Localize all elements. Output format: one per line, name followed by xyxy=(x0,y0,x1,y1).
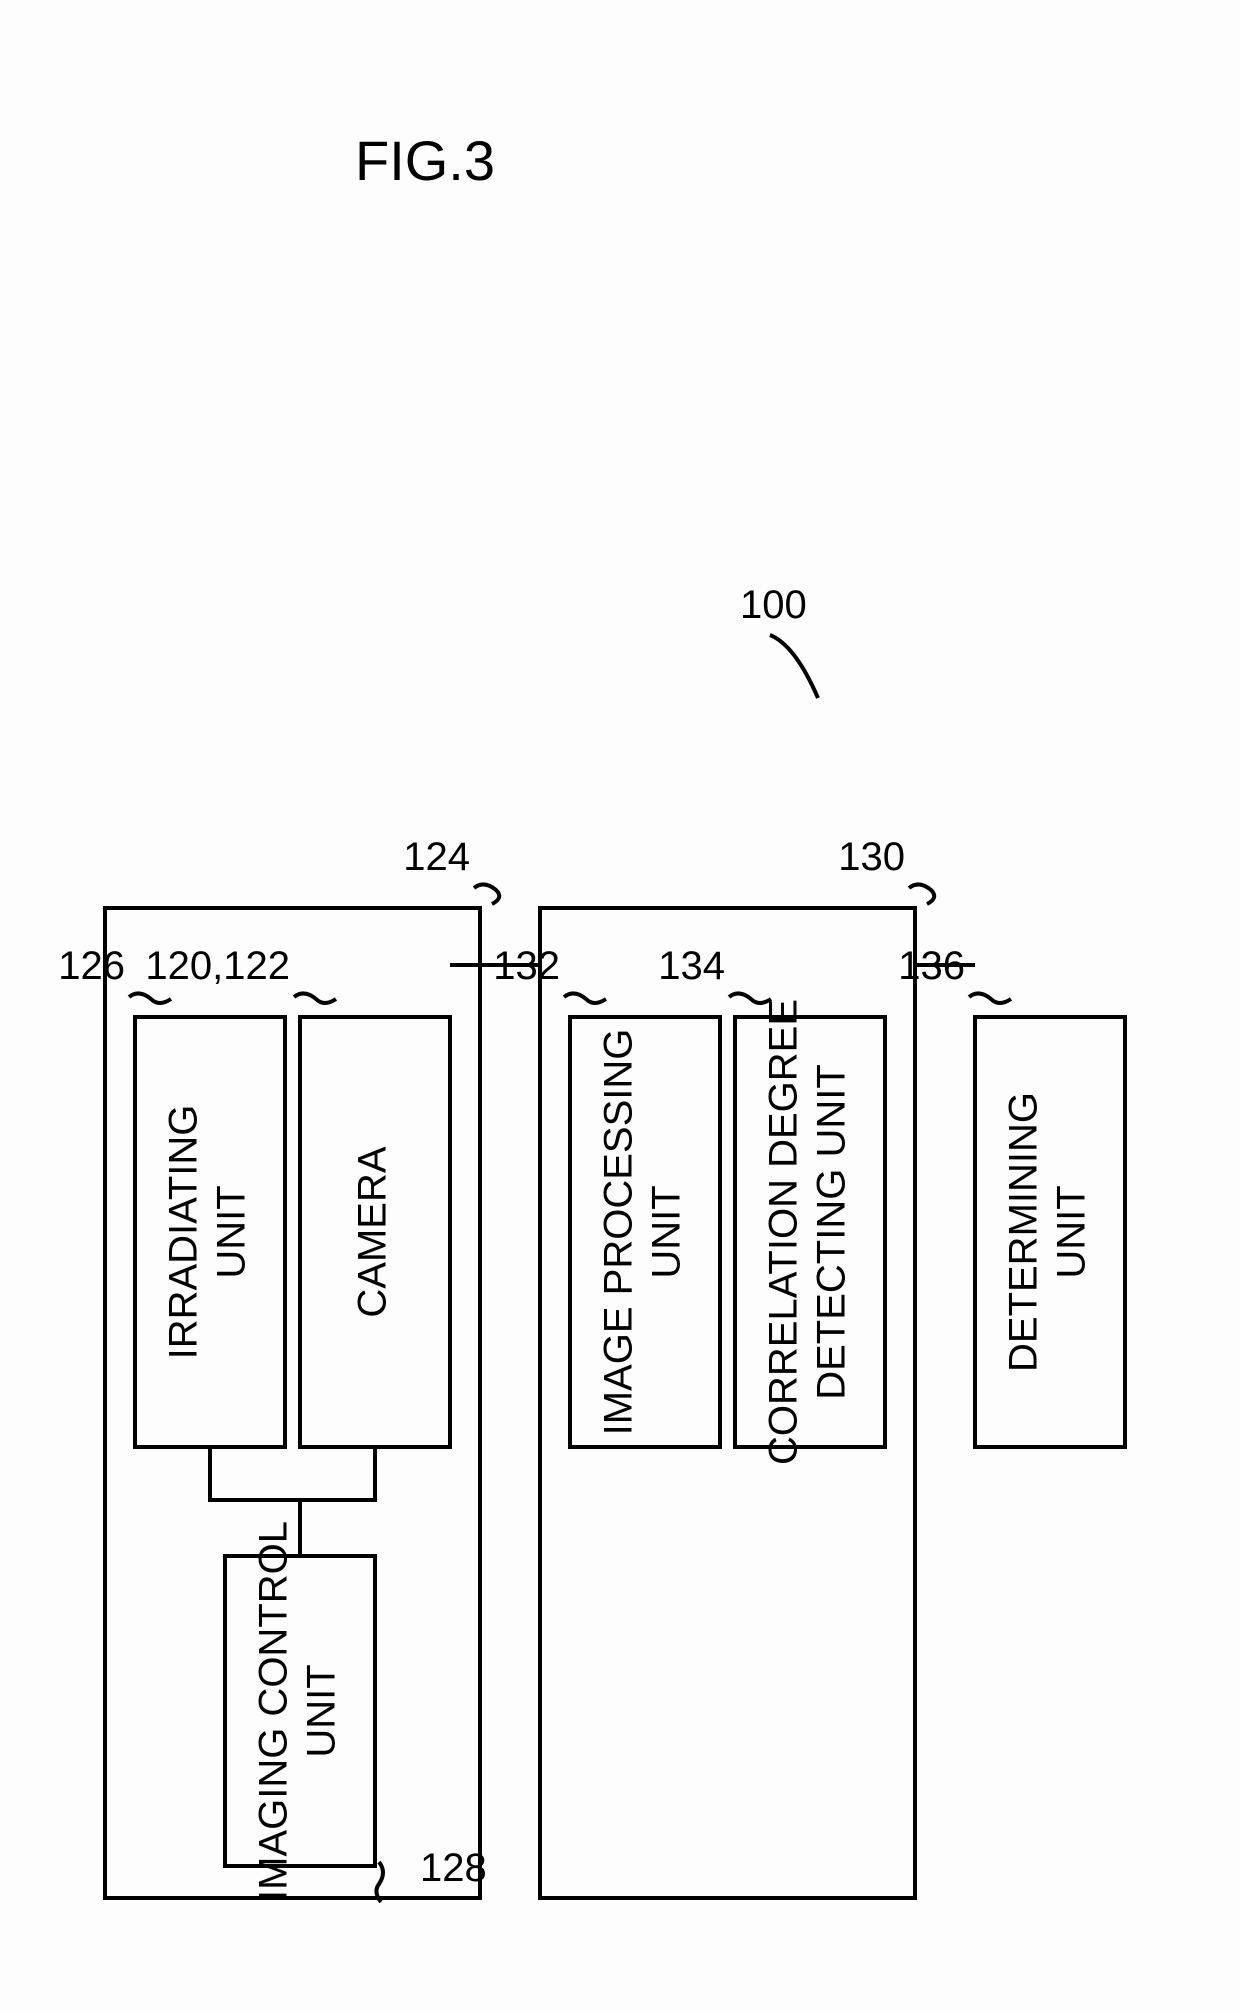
ref-label-136: 136 xyxy=(898,944,965,988)
block-text-n132-0: IMAGE PROCESSING xyxy=(597,1029,641,1436)
block-text-n134-0: CORRELATION DEGREE xyxy=(762,999,806,1465)
connector xyxy=(300,1447,375,1500)
ref-label-132: 132 xyxy=(493,944,560,988)
ref-lead-120,122 xyxy=(294,993,336,1003)
block-text-n136-1: UNIT xyxy=(1050,1185,1094,1278)
ref-lead-136 xyxy=(969,993,1011,1003)
ref-label-124: 124 xyxy=(403,835,470,879)
ref-label-134: 134 xyxy=(658,944,725,988)
system-ref-pointer xyxy=(770,635,818,698)
ref-lead-126 xyxy=(129,993,171,1003)
block-text-n120-0: CAMERA xyxy=(351,1146,395,1317)
ref-lead-130 xyxy=(909,884,934,904)
block-text-n126-0: IRRADIATING xyxy=(162,1105,206,1360)
ref-label-120,122: 120,122 xyxy=(145,944,290,988)
block-text-n134-1: DETECTING UNIT xyxy=(810,1064,854,1400)
block-text-n126-1: UNIT xyxy=(210,1185,254,1278)
figure-title: FIG.3 xyxy=(355,129,495,192)
block-text-n128-1: UNIT xyxy=(300,1664,344,1757)
ref-lead-124 xyxy=(474,884,499,904)
block-text-n136-0: DETERMINING xyxy=(1002,1092,1046,1372)
ref-lead-132 xyxy=(564,993,606,1003)
block-text-n128-0: IMAGING CONTROL xyxy=(252,1521,296,1901)
system-ref-label: 100 xyxy=(740,583,807,627)
ref-label-126: 126 xyxy=(58,944,125,988)
ref-label-130: 130 xyxy=(838,835,905,879)
ref-label-128: 128 xyxy=(420,1846,487,1890)
block-text-n132-1: UNIT xyxy=(645,1185,689,1278)
ref-lead-134 xyxy=(729,993,771,1003)
